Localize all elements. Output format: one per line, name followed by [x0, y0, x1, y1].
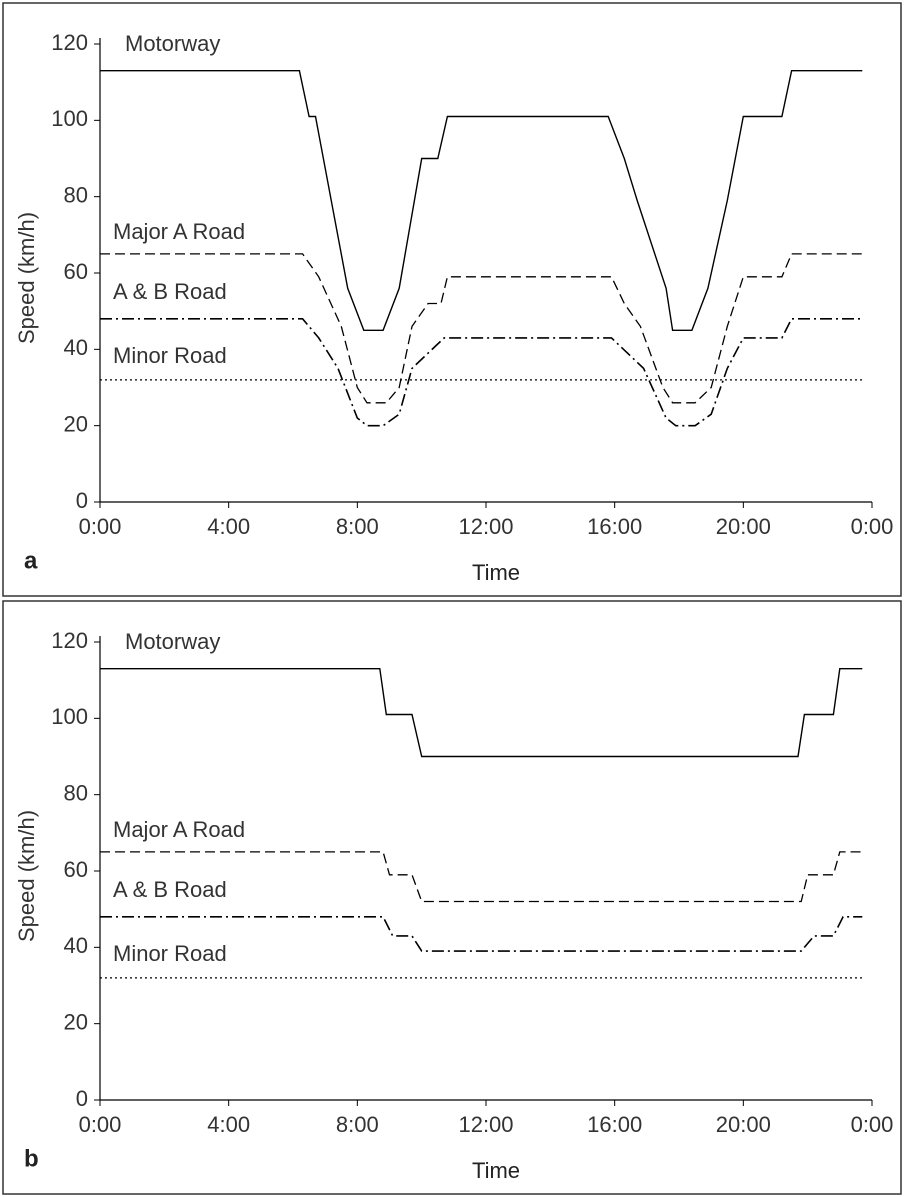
x-tick-label: 16:00 — [587, 514, 642, 539]
y-axis-label: Speed (km/h) — [14, 212, 39, 344]
y-axis-label: Speed (km/h) — [14, 810, 39, 942]
x-tick-label: 12:00 — [458, 514, 513, 539]
y-tick-label: 40 — [64, 335, 88, 360]
y-tick-label: 100 — [51, 106, 88, 131]
x-tick-label: 8:00 — [336, 514, 379, 539]
y-tick-label: 20 — [64, 1009, 88, 1034]
x-tick-label: 4:00 — [207, 514, 250, 539]
y-tick-label: 120 — [51, 628, 88, 653]
series-line — [100, 69, 863, 331]
series-line — [100, 253, 863, 404]
y-tick-label: 60 — [64, 259, 88, 284]
panel-label: b — [24, 1145, 39, 1172]
y-tick-label: 80 — [64, 780, 88, 805]
x-tick-label: 20:00 — [716, 514, 771, 539]
x-tick-label: 0:00 — [851, 514, 894, 539]
x-tick-label: 0:00 — [79, 514, 122, 539]
series-label: Major A Road — [113, 817, 245, 842]
x-axis-label: Time — [472, 560, 520, 585]
x-tick-label: 4:00 — [207, 1112, 250, 1137]
x-tick-label: 12:00 — [458, 1112, 513, 1137]
series-line — [100, 668, 863, 758]
series-label: Motorway — [125, 629, 220, 654]
y-tick-label: 60 — [64, 857, 88, 882]
y-tick-label: 0 — [76, 488, 88, 513]
y-tick-label: 100 — [51, 704, 88, 729]
series-label: A & B Road — [113, 279, 227, 304]
x-tick-label: 0:00 — [79, 1112, 122, 1137]
series-line — [100, 915, 863, 952]
series-label: Motorway — [125, 31, 220, 56]
series-label: A & B Road — [113, 877, 227, 902]
series-line — [100, 851, 863, 903]
series-line — [100, 317, 863, 427]
x-tick-label: 8:00 — [336, 1112, 379, 1137]
series-label: Major A Road — [113, 219, 245, 244]
y-tick-label: 80 — [64, 182, 88, 207]
y-tick-label: 0 — [76, 1086, 88, 1111]
series-label: Minor Road — [113, 343, 227, 368]
panel-label: a — [24, 547, 38, 574]
y-tick-label: 120 — [51, 30, 88, 55]
y-tick-label: 20 — [64, 411, 88, 436]
panel-frame — [2, 2, 902, 597]
x-tick-label: 0:00 — [851, 1112, 894, 1137]
panel-frame — [2, 600, 902, 1195]
x-tick-label: 16:00 — [587, 1112, 642, 1137]
x-axis-label: Time — [472, 1158, 520, 1183]
x-tick-label: 20:00 — [716, 1112, 771, 1137]
series-label: Minor Road — [113, 941, 227, 966]
y-tick-label: 40 — [64, 933, 88, 958]
